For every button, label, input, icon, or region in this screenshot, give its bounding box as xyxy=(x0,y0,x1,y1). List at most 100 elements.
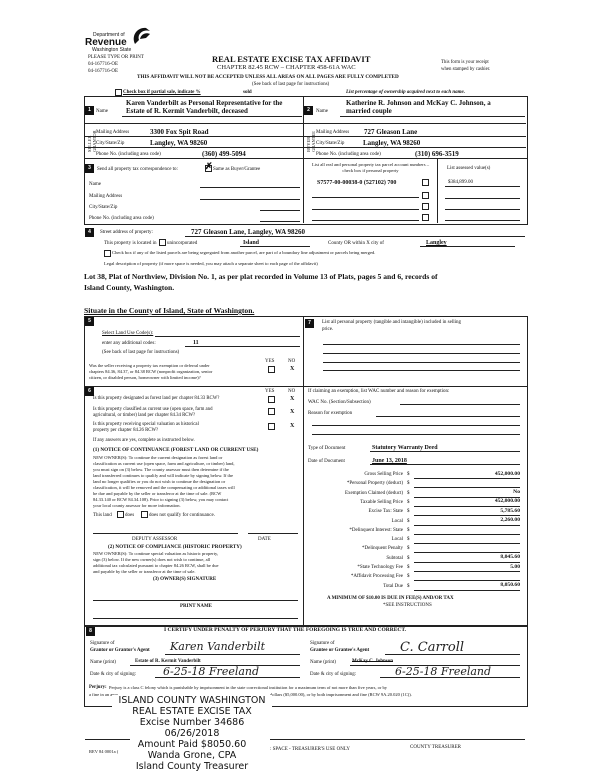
fee-value[interactable]: 452,000.00 xyxy=(494,470,520,477)
check-mark-icon: ✗ xyxy=(205,161,213,171)
legal-description-line2[interactable]: Island County, Washington. xyxy=(84,283,175,292)
partial-sale-checkbox[interactable] xyxy=(115,89,122,96)
buyer-city-label: City/State/Zip xyxy=(316,141,345,146)
fee-line xyxy=(414,524,520,526)
fee-label: *Personal Property (deduct) xyxy=(346,481,403,487)
seller-mail-label: Mailing Address xyxy=(96,130,130,135)
corr-city-label: City/State/Zip xyxy=(89,205,118,210)
fee-label: *Delinquent Interest: State xyxy=(349,527,403,533)
grantor-date-value[interactable]: 6-25-18 Freeland xyxy=(163,665,260,678)
ref-number-1: 04-167716-OE xyxy=(88,62,118,67)
logo-state: Washington State xyxy=(92,47,132,53)
grantee-name-value[interactable]: McKay C. Johnson xyxy=(352,659,393,664)
fee-value[interactable]: 5,785.60 xyxy=(500,507,520,514)
fee-label: Gross Selling Price xyxy=(364,472,403,477)
dollar-sign: $ xyxy=(407,537,410,543)
assessed-value[interactable]: $384,899.00 xyxy=(448,180,473,185)
segregated-label: Check box if any of the listed parcels a… xyxy=(112,250,376,255)
fee-value[interactable]: 2,260.00 xyxy=(500,517,520,523)
perjury-text: Perjury is a class C felony which is pun… xyxy=(109,685,387,690)
buyer-mail-value[interactable]: 727 Gleason Lane xyxy=(364,128,418,136)
exemption-yes-checkbox[interactable] xyxy=(268,366,275,373)
print-name-label: PRINT NAME xyxy=(180,604,212,609)
seller-phone-value[interactable]: (360) 499-5094 xyxy=(202,150,246,158)
doc-date-label: Date of Document xyxy=(308,459,345,464)
buyer-city-value[interactable]: Langley, WA 98260 xyxy=(363,139,421,147)
doc-type-value[interactable]: Statutory Warranty Deed xyxy=(372,445,438,451)
land-use-label: Select Land Use Code(s): xyxy=(102,331,154,336)
fee-line xyxy=(414,580,520,582)
current-use-question-2: agricultural, or timber) land per chapte… xyxy=(93,413,196,418)
fee-value[interactable]: 8,045.60 xyxy=(500,554,520,561)
grantee-signature[interactable]: C. Carroll xyxy=(400,640,465,655)
corr-mail-label: Mailing Address xyxy=(89,194,123,199)
no-header-6: NO xyxy=(288,389,296,394)
current-use-yes-checkbox[interactable] xyxy=(268,408,275,415)
buyer-phone-value[interactable]: (310) 696-3519 xyxy=(415,150,459,158)
dollar-sign: $ xyxy=(407,518,410,524)
personal-property-checkbox-2[interactable] xyxy=(422,192,429,199)
does-not-qualify-checkbox[interactable] xyxy=(141,511,148,518)
seller-phone-label: Phone No. (including area code) xyxy=(96,152,161,157)
notice-line: classification, it will be removed and t… xyxy=(93,485,235,490)
city-value[interactable]: Langley xyxy=(426,240,447,246)
doc-date-value[interactable]: June 13, 2018 xyxy=(372,458,407,464)
notice-line: be due and payable by the seller or tran… xyxy=(93,491,222,496)
unincorporated-label: unincorporated xyxy=(167,241,198,246)
street-address[interactable]: 727 Gleason Lane, Langley, WA 98260 xyxy=(191,228,306,236)
seller-city-value[interactable]: Langley, WA 98260 xyxy=(150,139,208,147)
notice-line: classification as current use (open spac… xyxy=(93,461,235,466)
notice-line: and payable by the seller or transferor … xyxy=(93,569,196,574)
buyer-name-line2[interactable]: married couple xyxy=(346,107,392,115)
forest-yes-checkbox[interactable] xyxy=(268,396,275,403)
buyer-name-line1[interactable]: Katherine R. Johnson and McKay C. Johnso… xyxy=(346,99,491,107)
seller-name-line2[interactable]: Estate of R. Kermit Vanderbilt, deceased xyxy=(126,107,248,115)
exemption-question: Was the seller receiving a property tax … xyxy=(89,363,210,368)
legal-description-line1[interactable]: Lot 38, Plat of Northview, Division No. … xyxy=(84,272,438,281)
historic-yes-checkbox[interactable] xyxy=(268,423,275,430)
send-correspondence-label: Send all property tax correspondence to: xyxy=(97,167,178,172)
stamp-line-1: ISLAND COUNTY WASHINGTON xyxy=(118,695,266,706)
forest-no-mark[interactable]: X xyxy=(290,396,295,402)
receipt-note-2: when stamped by cashier. xyxy=(441,67,491,72)
additional-codes-label: enter any additional codes: xyxy=(102,341,156,346)
parcel-header: List all real and personal property tax … xyxy=(311,162,430,173)
unincorporated-checkbox[interactable] xyxy=(159,239,166,246)
logo-dept: Department of xyxy=(93,32,125,38)
warning: THIS AFFIDAVIT WILL NOT BE ACCEPTED UNLE… xyxy=(137,74,399,80)
fee-label: *Affidavit Processing Fee xyxy=(350,574,403,580)
fee-line xyxy=(414,543,520,545)
fee-value[interactable]: 8,050.60 xyxy=(500,582,520,589)
fee-label: *Delinquent Penalty xyxy=(362,546,403,552)
historic-question-2: property per chapter 84.26 RCW? xyxy=(93,428,159,433)
does-qualify-checkbox[interactable] xyxy=(117,511,124,518)
seller-mail-value[interactable]: 3300 Fox Spit Road xyxy=(150,128,209,136)
notice-line: land no longer qualifies or you do not w… xyxy=(93,479,226,484)
fee-value[interactable]: 452,000.00 xyxy=(494,498,520,505)
fee-value[interactable]: No xyxy=(513,489,520,496)
personal-property-checkbox-4[interactable] xyxy=(422,214,429,221)
ref-number-2: 04-167716-OE xyxy=(88,69,118,74)
county-value[interactable]: Island xyxy=(243,240,260,246)
grantor-agent-label: Grantor or Grantor's Agent xyxy=(90,648,150,653)
personal-property-checkbox-3[interactable] xyxy=(422,203,429,210)
notice-line: NEW OWNER(S): To continue special valuat… xyxy=(93,551,219,556)
grantee-date-value[interactable]: 6-25-18 Freeland xyxy=(395,665,492,678)
grantor-signature[interactable]: Karen Vanderbilt xyxy=(170,640,266,653)
exemption-no-mark[interactable]: X xyxy=(290,366,295,372)
compliance-title: (2) NOTICE OF COMPLIANCE (HISTORIC PROPE… xyxy=(108,544,242,550)
seller-name-line1[interactable]: Karen Vanderbilt as Personal Representat… xyxy=(126,99,283,107)
grantor-name-value[interactable]: Estate of R. Kermit Vanderbilt xyxy=(135,659,201,664)
same-as-buyer-checkbox[interactable]: ✗ xyxy=(205,161,213,172)
current-use-no-mark[interactable]: X xyxy=(290,409,295,415)
segregated-checkbox[interactable] xyxy=(104,250,111,257)
same-as-buyer-label: Same as Buyer/Grantee xyxy=(213,167,261,172)
land-use-code[interactable]: 11 xyxy=(193,340,199,346)
historic-no-mark[interactable]: X xyxy=(290,423,295,429)
sections-5-7 xyxy=(84,316,528,627)
divider xyxy=(84,158,527,159)
fee-value[interactable]: 5.00 xyxy=(510,563,520,570)
fee-label: Exemption Claimed (deduct) xyxy=(344,490,403,496)
personal-property-checkbox-1[interactable] xyxy=(422,179,429,186)
parcel-number[interactable]: S7577-00-00038-0 (527102) 700 xyxy=(317,180,397,186)
